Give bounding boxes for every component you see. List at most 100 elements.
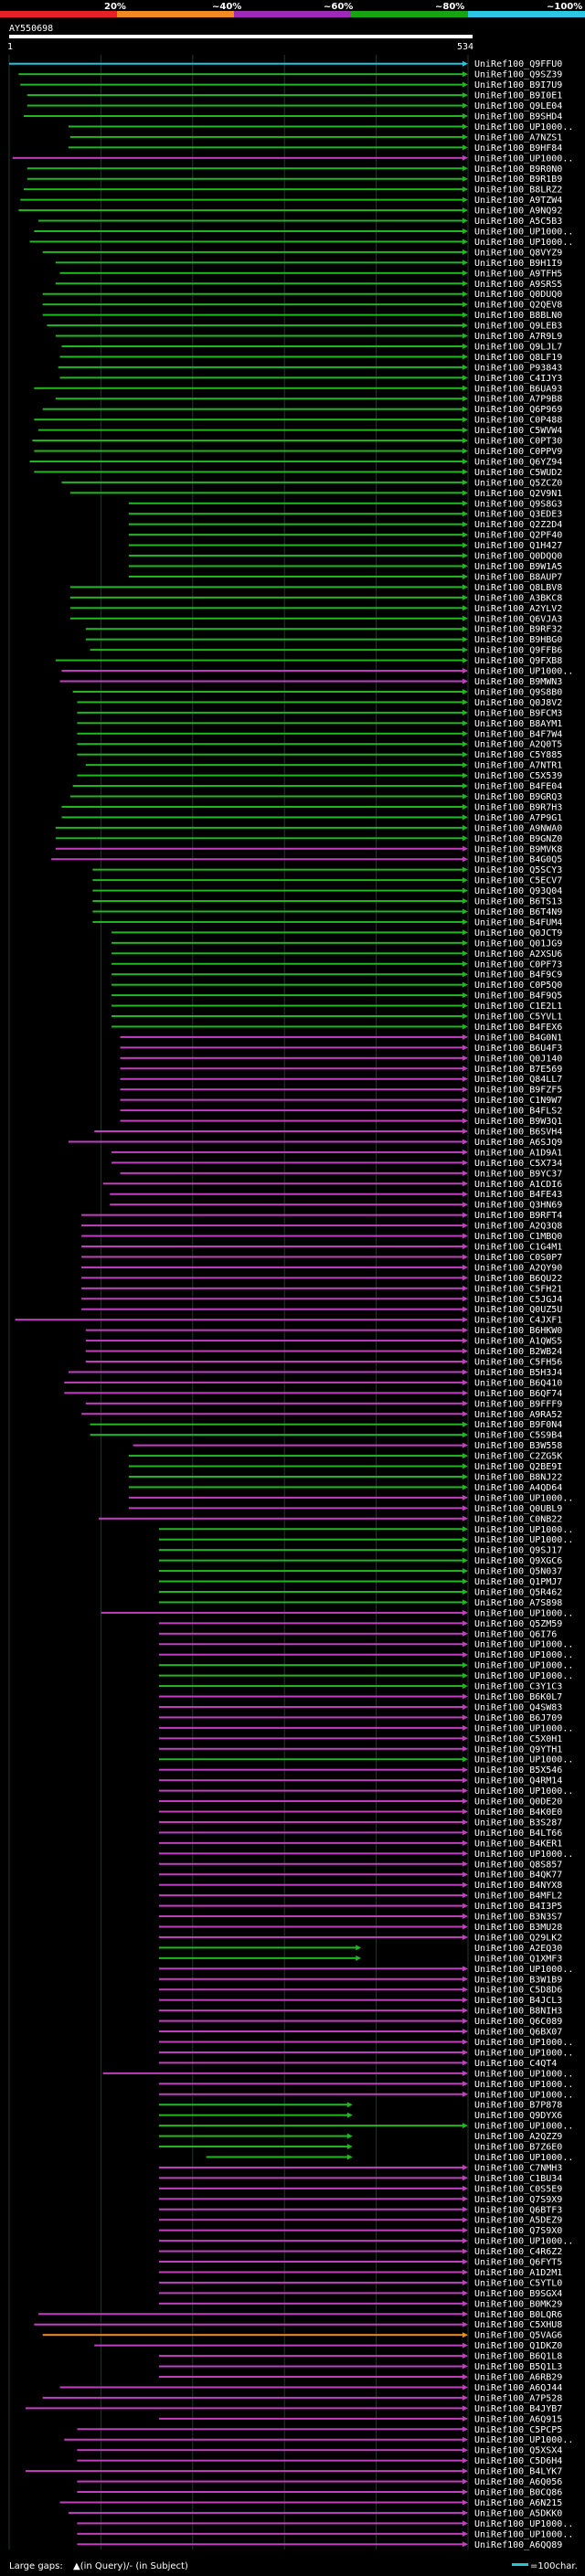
hit-label[interactable]: UniRef100_B9FCM3 <box>474 708 562 718</box>
hit-label[interactable]: UniRef100_Q1XMF3 <box>474 1954 562 1964</box>
hit-label[interactable]: UniRef100_B9FZF5 <box>474 1086 562 1096</box>
hit-bar[interactable] <box>81 1266 464 1268</box>
hit-label[interactable]: UniRef100_UP1000.. <box>474 1755 573 1765</box>
hit-label[interactable]: UniRef100_B5Q1L3 <box>474 2362 562 2372</box>
hit-row[interactable]: UniRef100_B8LRZ2 <box>24 186 562 196</box>
hit-bar[interactable] <box>94 1130 463 1133</box>
hit-bar[interactable] <box>158 2229 463 2231</box>
hit-bar[interactable] <box>158 1768 463 1771</box>
hit-label[interactable]: UniRef100_Q8S857 <box>474 1860 562 1870</box>
hit-bar[interactable] <box>68 2511 463 2514</box>
hit-row[interactable]: UniRef100_Q9LE04 <box>27 101 563 111</box>
hit-label[interactable]: UniRef100_Q6P969 <box>474 405 562 415</box>
hit-row[interactable]: UniRef100_Q0DQQ0 <box>128 552 562 562</box>
hit-bar[interactable] <box>128 534 463 536</box>
hit-label[interactable]: UniRef100_C3Y1C3 <box>474 1682 562 1692</box>
hit-bar[interactable] <box>158 2051 463 2053</box>
hit-bar[interactable] <box>9 62 463 65</box>
hit-bar[interactable] <box>128 544 463 546</box>
hit-row[interactable]: UniRef100_Q84LL7 <box>120 1075 562 1085</box>
hit-row[interactable]: UniRef100_B6Q410 <box>64 1378 562 1388</box>
hit-row[interactable]: UniRef100_C0S5E9 <box>158 2184 562 2194</box>
hit-bar[interactable] <box>120 1098 463 1101</box>
hit-bar[interactable] <box>158 2365 463 2368</box>
hit-bar[interactable] <box>24 114 463 117</box>
hit-label[interactable]: UniRef100_B6QU22 <box>474 1274 562 1284</box>
hit-row[interactable]: UniRef100_C5Y885 <box>77 750 562 760</box>
hit-row[interactable]: UniRef100_Q2PF40 <box>128 531 562 541</box>
hit-row[interactable]: UniRef100_B9R0N0 <box>27 164 563 175</box>
hit-label[interactable]: UniRef100_A2EQ30 <box>474 1944 562 1954</box>
hit-label[interactable]: UniRef100_Q4RM14 <box>474 1776 562 1786</box>
hit-bar[interactable] <box>94 2344 463 2347</box>
hit-row[interactable]: UniRef100_B4FUM4 <box>92 917 562 928</box>
hit-row[interactable]: UniRef100_B4F9Q5 <box>112 991 562 1002</box>
hit-label[interactable]: UniRef100_A9NQ92 <box>474 207 562 217</box>
hit-row[interactable]: UniRef100_C0P5Q0 <box>112 981 562 991</box>
hit-bar[interactable] <box>158 1789 463 1792</box>
hit-bar[interactable] <box>61 670 464 673</box>
hit-row[interactable]: UniRef100_Q9LEB3 <box>47 322 562 332</box>
hit-row[interactable]: UniRef100_Q3HN69 <box>110 1201 562 1211</box>
hit-row[interactable]: UniRef100_Q93Q04 <box>92 886 562 896</box>
hit-row[interactable]: UniRef100_Q01JG9 <box>112 938 562 949</box>
hit-row[interactable]: UniRef100_B8NJ22 <box>128 1472 562 1482</box>
hit-row[interactable]: UniRef100_A2QY90 <box>81 1263 562 1273</box>
hit-row[interactable]: UniRef100_Q3EDE3 <box>128 510 562 520</box>
hit-row[interactable]: UniRef100_B4G0N1 <box>120 1033 562 1043</box>
hit-bar[interactable] <box>77 2532 464 2535</box>
hit-label[interactable]: UniRef100_UP1000.. <box>474 2069 573 2079</box>
hit-bar[interactable] <box>77 711 464 714</box>
hit-row[interactable]: UniRef100_A1D9A1 <box>112 1148 562 1158</box>
hit-row[interactable]: UniRef100_Q7S9X9 <box>158 2195 562 2205</box>
hit-bar[interactable] <box>77 774 464 777</box>
hit-label[interactable]: UniRef100_Q1PMJ7 <box>474 1577 562 1587</box>
hit-bar[interactable] <box>69 492 463 494</box>
hit-bar[interactable] <box>128 1496 463 1499</box>
hit-bar[interactable] <box>59 680 463 683</box>
hit-row[interactable]: UniRef100_A6SJQ9 <box>68 1138 562 1148</box>
hit-row[interactable]: UniRef100_A6QJ44 <box>59 2383 563 2393</box>
hit-label[interactable]: UniRef100_B9I0E1 <box>474 91 562 101</box>
hit-row[interactable]: UniRef100_C5ECV7 <box>92 876 562 886</box>
hit-bar[interactable] <box>42 2334 463 2337</box>
hit-label[interactable]: UniRef100_Q5R462 <box>474 1587 562 1597</box>
hit-label[interactable]: UniRef100_B6UA93 <box>474 384 562 394</box>
hit-row[interactable]: UniRef100_UP1000.. <box>158 1965 573 1975</box>
hit-bar[interactable] <box>158 2009 463 2012</box>
hit-label[interactable]: UniRef100_Q9FFB6 <box>474 646 562 656</box>
hit-label[interactable]: UniRef100_B9I7U9 <box>474 80 562 90</box>
hit-bar[interactable] <box>59 271 463 274</box>
hit-row[interactable]: UniRef100_B6K0L7 <box>158 1692 562 1702</box>
hit-label[interactable]: UniRef100_Q84LL7 <box>474 1075 562 1085</box>
hit-bar[interactable] <box>112 983 463 986</box>
hit-row[interactable]: UniRef100_B4F9C9 <box>112 970 562 981</box>
hit-bar[interactable] <box>158 2125 463 2127</box>
hit-bar[interactable] <box>120 1171 463 1174</box>
hit-label[interactable]: UniRef100_A6Q056 <box>474 2477 562 2487</box>
hit-bar[interactable] <box>112 1015 463 1018</box>
hit-bar[interactable] <box>158 1862 463 1865</box>
hit-label[interactable]: UniRef100_A1QWS5 <box>474 1337 562 1347</box>
hit-bar[interactable] <box>27 177 463 180</box>
hit-bar[interactable] <box>120 1067 463 1070</box>
hit-label[interactable]: UniRef100_Q9YTH1 <box>474 1744 562 1754</box>
hit-row[interactable]: UniRef100_B9HBG0 <box>85 635 563 645</box>
hit-label[interactable]: UniRef100_C4QT4 <box>474 2059 557 2069</box>
hit-row[interactable]: UniRef100_C4IJY3 <box>59 374 563 384</box>
hit-row[interactable]: UniRef100_C5S9B4 <box>90 1431 563 1441</box>
hit-label[interactable]: UniRef100_B7Z6E0 <box>474 2143 562 2153</box>
hit-row[interactable]: UniRef100_C1G4M1 <box>81 1243 562 1253</box>
hit-row[interactable]: UniRef100_Q9DYX6 <box>158 2111 562 2121</box>
hit-label[interactable]: UniRef100_UP1000.. <box>474 2038 573 2048</box>
hit-row[interactable]: UniRef100_C0PT30 <box>32 437 562 447</box>
hit-row[interactable]: UniRef100_A2Q3Q8 <box>81 1222 562 1232</box>
hit-row[interactable]: UniRef100_B9FCM3 <box>77 708 562 718</box>
hit-label[interactable]: UniRef100_C5Y885 <box>474 750 562 760</box>
hit-label[interactable]: UniRef100_A7R9L9 <box>474 332 562 342</box>
hit-label[interactable]: UniRef100_C0PPV9 <box>474 447 562 457</box>
hit-bar[interactable] <box>42 292 463 295</box>
hit-bar[interactable] <box>158 2041 463 2043</box>
hit-label[interactable]: UniRef100_Q29LK2 <box>474 1933 562 1943</box>
hit-row[interactable]: UniRef100_C1MBQ0 <box>81 1232 562 1242</box>
